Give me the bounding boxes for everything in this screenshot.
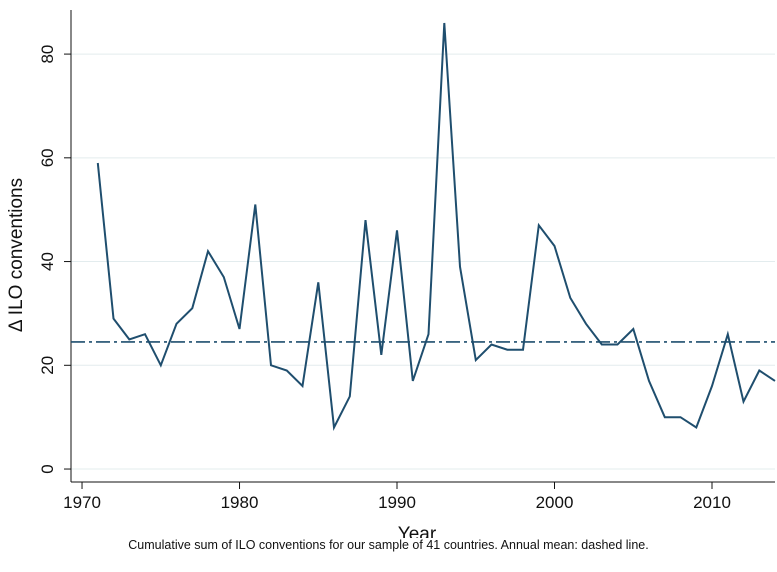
data-point — [428, 333, 430, 335]
data-point — [443, 22, 445, 24]
x-axis-label: Year — [398, 524, 437, 538]
data-point — [144, 333, 146, 335]
data-point — [617, 344, 619, 346]
data-point — [113, 318, 115, 320]
data-point — [727, 333, 729, 335]
data-point — [207, 250, 209, 252]
data-point — [254, 204, 256, 206]
data-point — [380, 354, 382, 356]
x-tick-label: 1990 — [378, 493, 416, 512]
x-tick-label: 1970 — [63, 493, 101, 512]
data-point — [270, 364, 272, 366]
data-point — [554, 245, 556, 247]
data-point — [522, 349, 524, 351]
data-point — [695, 427, 697, 429]
data-point — [160, 364, 162, 366]
data-point — [506, 349, 508, 351]
data-point — [97, 162, 99, 164]
y-tick-label: 20 — [38, 356, 57, 375]
data-point — [491, 344, 493, 346]
chart-caption: Cumulative sum of ILO conventions for ou… — [128, 538, 649, 552]
series-line — [96, 22, 776, 431]
data-point — [396, 229, 398, 231]
data-point — [601, 344, 603, 346]
y-tick-label: 60 — [38, 148, 57, 167]
axes — [70, 10, 775, 483]
data-point — [758, 369, 760, 371]
data-point — [664, 416, 666, 418]
data-point — [459, 266, 461, 268]
data-point — [302, 385, 304, 387]
data-point — [711, 385, 713, 387]
y-tick-label: 40 — [38, 252, 57, 271]
data-point — [286, 369, 288, 371]
data-point — [223, 276, 225, 278]
y-ticks: 0 20 40 60 80 — [38, 45, 71, 474]
data-point — [349, 395, 351, 397]
data-point — [333, 427, 335, 429]
data-point — [538, 224, 540, 226]
y-tick-label: 80 — [38, 45, 57, 64]
data-point — [569, 297, 571, 299]
data-point — [648, 380, 650, 382]
data-point — [585, 323, 587, 325]
data-point — [475, 359, 477, 361]
y-axis-label: Δ ILO conventions — [6, 178, 27, 332]
data-point — [365, 219, 367, 221]
x-ticks: 1970 1980 1990 2000 2010 — [63, 482, 731, 512]
data-point — [239, 328, 241, 330]
data-point — [680, 416, 682, 418]
line-chart: 0 20 40 60 80 1970 1980 1990 2000 2010 Year Δ IL… — [6, 10, 776, 538]
data-point — [743, 401, 745, 403]
data-point — [128, 338, 130, 340]
data-points — [97, 22, 776, 429]
y-tick-label: 0 — [38, 464, 57, 473]
data-point — [412, 380, 414, 382]
grid-lines — [71, 53, 775, 470]
x-tick-label: 2010 — [693, 493, 731, 512]
x-tick-label: 2000 — [536, 493, 574, 512]
data-point — [774, 380, 776, 382]
data-point — [176, 323, 178, 325]
data-point — [317, 281, 319, 283]
x-tick-label: 1980 — [221, 493, 259, 512]
data-point — [632, 328, 634, 330]
data-point — [191, 307, 193, 309]
